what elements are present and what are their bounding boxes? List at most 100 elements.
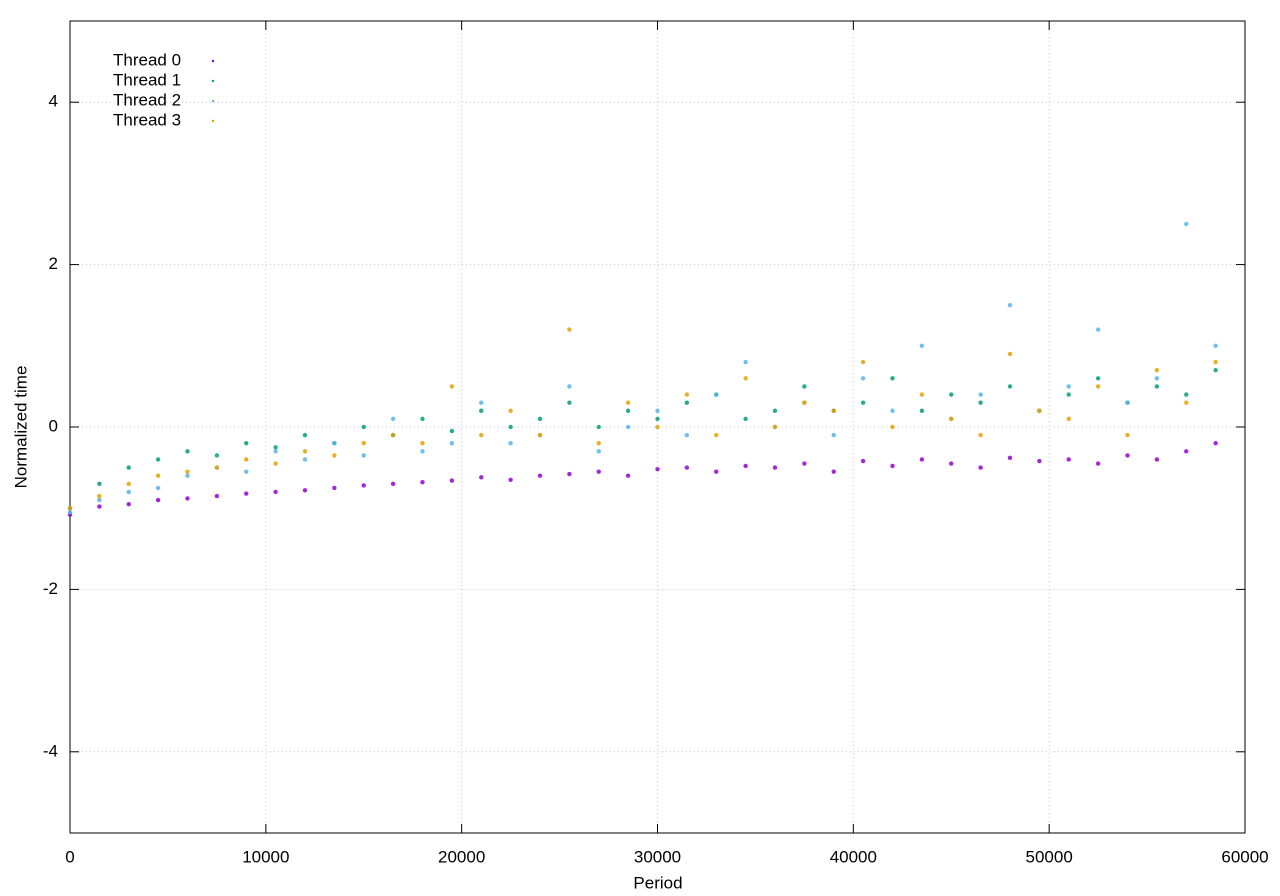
- point: [332, 441, 337, 446]
- point: [596, 441, 601, 446]
- point: [743, 359, 748, 365]
- point: [743, 416, 748, 422]
- point: [361, 483, 366, 488]
- point: [1095, 384, 1101, 389]
- point: [1154, 367, 1160, 373]
- point: [1007, 303, 1013, 308]
- point: [244, 469, 249, 474]
- point: [1154, 457, 1160, 462]
- point: [860, 359, 866, 365]
- point: [772, 408, 778, 413]
- point: [1007, 351, 1013, 357]
- point: [919, 408, 925, 413]
- point: [743, 376, 748, 381]
- x-tick-label: 20000: [438, 847, 485, 866]
- point: [1213, 343, 1218, 348]
- legend-swatch: [211, 59, 215, 63]
- point: [655, 424, 660, 430]
- point: [1095, 376, 1101, 381]
- point: [420, 449, 425, 454]
- point: [508, 441, 513, 446]
- point: [978, 432, 983, 438]
- point: [1154, 376, 1160, 381]
- point: [302, 432, 308, 438]
- point: [1184, 449, 1189, 454]
- point: [97, 497, 102, 503]
- point: [596, 469, 601, 474]
- point: [273, 461, 278, 466]
- point: [390, 432, 396, 438]
- point: [772, 465, 778, 470]
- legend-label: Thread 2: [113, 90, 181, 109]
- point: [772, 424, 778, 430]
- point: [449, 428, 455, 434]
- point: [185, 473, 190, 478]
- point: [332, 485, 337, 491]
- x-tick-label: 30000: [634, 847, 681, 866]
- point: [949, 416, 954, 422]
- point: [420, 441, 425, 446]
- point: [684, 465, 690, 470]
- point: [714, 469, 719, 474]
- point: [214, 493, 220, 499]
- point: [1125, 432, 1130, 438]
- point: [567, 400, 572, 405]
- point: [126, 465, 131, 470]
- point: [1213, 441, 1218, 446]
- point: [655, 416, 660, 422]
- point: [1095, 327, 1101, 332]
- point: [802, 400, 807, 405]
- point: [126, 481, 131, 487]
- y-tick-label: -4: [43, 741, 58, 760]
- point: [479, 400, 484, 405]
- point: [185, 496, 190, 501]
- point: [390, 416, 396, 422]
- point: [302, 488, 308, 493]
- point: [831, 469, 836, 474]
- point: [714, 432, 719, 438]
- point: [860, 400, 866, 405]
- x-tick-label: 40000: [830, 847, 877, 866]
- point: [684, 400, 690, 405]
- point: [1007, 384, 1013, 389]
- point: [949, 461, 954, 466]
- point: [1066, 457, 1071, 462]
- legend-swatch: [211, 119, 215, 123]
- point: [919, 343, 925, 348]
- point: [302, 449, 308, 454]
- point: [890, 463, 895, 469]
- point: [420, 416, 425, 422]
- point: [1037, 408, 1042, 413]
- point: [860, 376, 866, 381]
- point: [479, 475, 484, 480]
- point: [361, 453, 366, 458]
- point: [1066, 392, 1071, 397]
- point: [1125, 400, 1130, 405]
- point: [1066, 416, 1071, 422]
- point: [126, 501, 131, 507]
- plot-border: [69, 20, 1246, 834]
- point: [302, 457, 308, 462]
- point: [625, 473, 631, 478]
- point: [890, 408, 895, 413]
- point: [449, 478, 455, 483]
- point: [567, 384, 572, 389]
- point: [390, 481, 396, 487]
- point: [155, 497, 161, 503]
- point: [567, 471, 572, 477]
- legend-label: Thread 1: [113, 70, 181, 89]
- point: [97, 481, 102, 487]
- point: [596, 424, 601, 430]
- point: [332, 453, 337, 458]
- point: [185, 469, 190, 474]
- point: [802, 384, 807, 389]
- point: [537, 473, 543, 478]
- point: [919, 392, 925, 397]
- point: [1037, 458, 1042, 464]
- point: [567, 327, 572, 332]
- point: [802, 461, 807, 466]
- point: [244, 441, 249, 446]
- point: [949, 392, 954, 397]
- point: [625, 400, 631, 405]
